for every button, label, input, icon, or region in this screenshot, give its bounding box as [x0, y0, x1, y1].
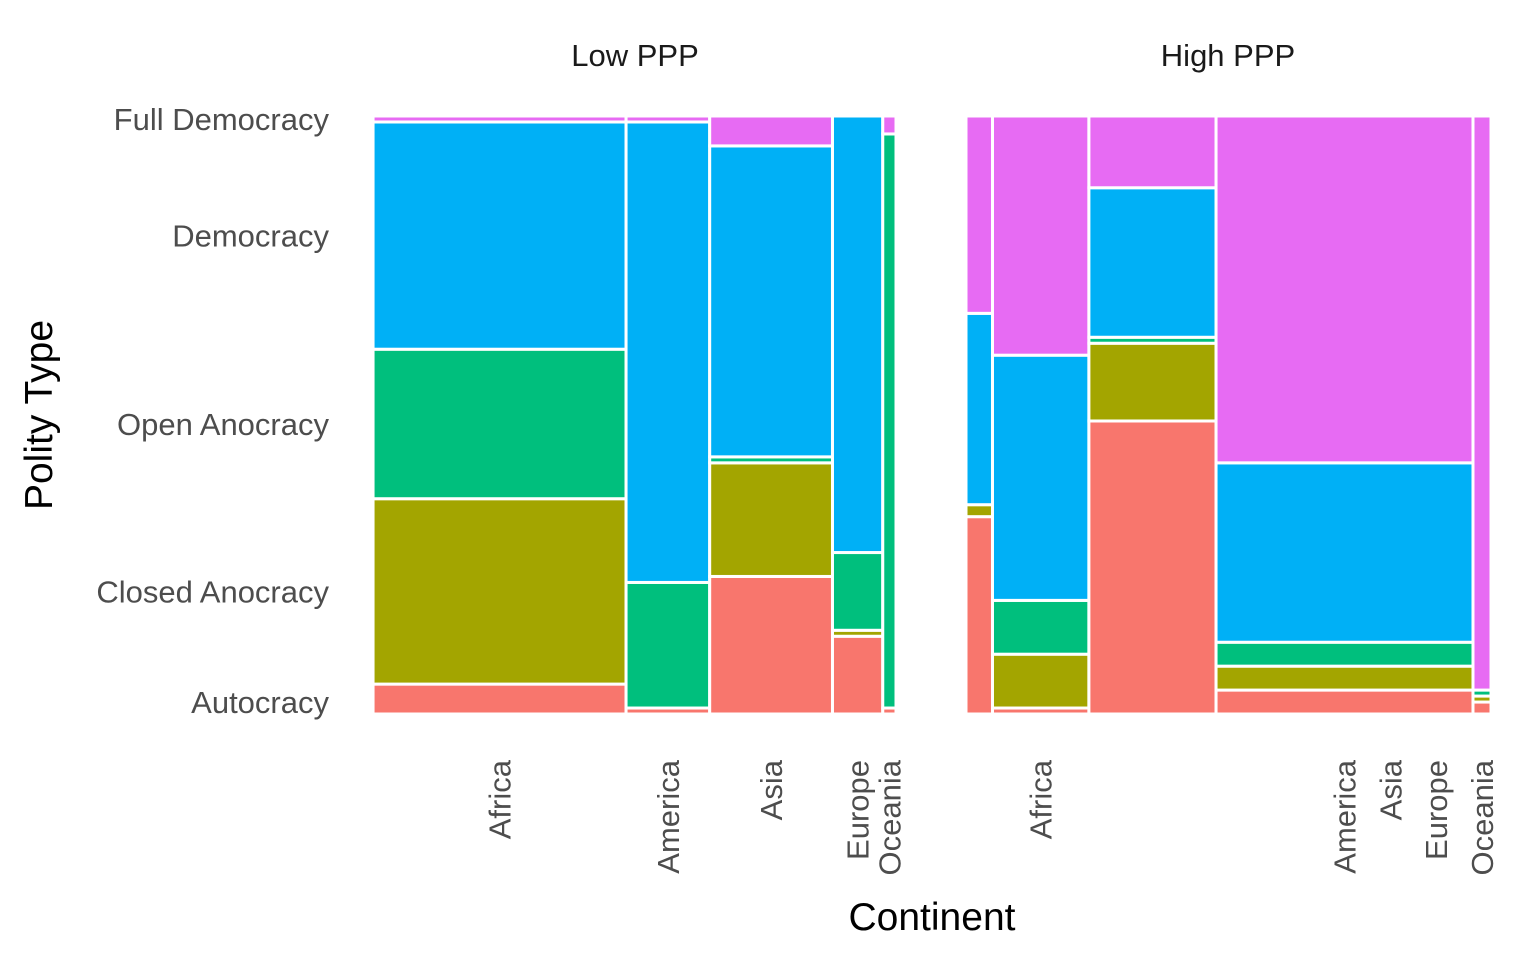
tile-full-democracy	[1471, 114, 1493, 692]
x-tick-oceania: Oceania	[872, 759, 907, 875]
tile-closed-anocracy	[990, 652, 1091, 710]
tile-democracy	[624, 120, 712, 584]
x-axis-title: Continent	[849, 896, 1016, 939]
facet-title: High PPP	[1161, 38, 1295, 73]
y-axis-title: Polity Type	[18, 320, 61, 510]
tile-closed-anocracy	[1214, 664, 1475, 692]
y-tick-democracy: Democracy	[172, 219, 329, 254]
panel-tiles	[964, 114, 1493, 716]
tile-full-democracy	[371, 114, 628, 124]
tile-open-anocracy	[1214, 640, 1475, 668]
tile-democracy	[1087, 186, 1218, 339]
x-tick-africa: Africa	[1024, 759, 1059, 839]
tile-open-anocracy	[881, 132, 898, 710]
tile-democracy	[990, 353, 1091, 602]
tile-closed-anocracy	[1087, 341, 1218, 423]
x-tick-america: America	[651, 759, 686, 873]
x-tick-asia: Asia	[754, 759, 789, 820]
tile-autocracy	[1471, 700, 1493, 716]
tile-full-democracy	[990, 114, 1091, 357]
tile-full-democracy	[708, 114, 834, 148]
tile-democracy	[830, 114, 885, 555]
x-tick-africa: Africa	[483, 759, 518, 839]
tile-full-democracy	[881, 114, 898, 136]
x-tick-europe: Europe	[841, 760, 876, 860]
tile-autocracy	[830, 634, 885, 716]
x-tick-europe: Europe	[1419, 760, 1454, 860]
y-tick-open-anocracy: Open Anocracy	[117, 407, 329, 442]
x-tick-america: America	[1328, 759, 1363, 873]
tile-full-democracy	[964, 114, 994, 315]
y-axis-ticks: Full Democracy Democracy Open Anocracy Clos…	[96, 102, 329, 720]
facet-title: Low PPP	[571, 38, 699, 73]
tile-autocracy	[1087, 419, 1218, 716]
tile-autocracy	[371, 682, 628, 716]
panel-high-ppp: High PPP Africa America Oceania Asia Europe	[964, 38, 1500, 875]
tile-open-anocracy	[371, 347, 628, 501]
panel-x-ticks: Africa America Oceania Asia Europe	[1024, 759, 1500, 875]
tile-open-anocracy	[830, 551, 885, 632]
tile-autocracy	[708, 574, 834, 716]
tile-open-anocracy	[624, 580, 712, 710]
tile-full-democracy	[1087, 114, 1218, 190]
tile-closed-anocracy	[371, 497, 628, 686]
tile-closed-anocracy	[708, 461, 834, 578]
y-tick-closed-anocracy: Closed Anocracy	[96, 574, 329, 609]
x-tick-asia: Asia	[1373, 759, 1408, 820]
tile-autocracy	[964, 515, 994, 716]
tile-full-democracy	[1214, 114, 1475, 465]
x-tick-oceania: Oceania	[1465, 759, 1500, 875]
y-tick-autocracy: Autocracy	[191, 685, 329, 720]
tile-democracy	[371, 120, 628, 351]
y-tick-full-democracy: Full Democracy	[114, 102, 330, 137]
tile-democracy	[708, 144, 834, 459]
tile-democracy	[964, 311, 994, 507]
tile-full-democracy	[624, 114, 712, 124]
panel-tiles	[370, 114, 898, 716]
tile-open-anocracy	[990, 598, 1091, 656]
tile-autocracy	[1214, 688, 1475, 716]
tile-closed-anocracy	[964, 503, 994, 519]
tile-democracy	[1214, 461, 1475, 644]
